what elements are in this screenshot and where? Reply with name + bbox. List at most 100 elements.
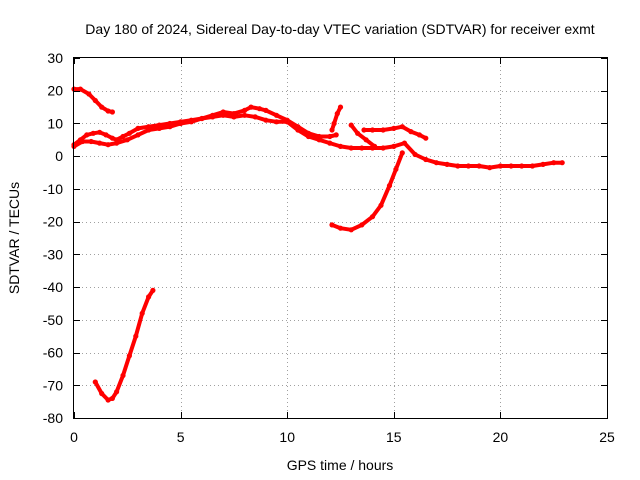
data-point: [423, 156, 429, 163]
data-point: [135, 125, 141, 131]
data-point: [333, 132, 339, 138]
data-point: [508, 163, 514, 169]
data-point: [359, 145, 365, 151]
data-point: [455, 163, 461, 169]
data-point: [178, 120, 184, 127]
data-point: [331, 120, 337, 127]
x-tick-label: 25: [599, 429, 615, 445]
data-point: [465, 163, 471, 169]
data-point: [146, 294, 152, 300]
data-point: [273, 119, 280, 125]
data-point: [295, 127, 301, 133]
y-tick-label: 30: [47, 50, 63, 66]
data-point: [386, 183, 393, 189]
data-point: [399, 150, 405, 156]
y-tick-label: -80: [43, 410, 63, 426]
data-point: [348, 145, 354, 151]
data-point: [393, 166, 399, 172]
x-tick-label: 5: [177, 429, 185, 445]
series-track-4: [330, 105, 343, 132]
data-point: [337, 143, 344, 149]
y-tick-label: 0: [55, 148, 63, 164]
data-point: [551, 160, 557, 166]
data-point: [305, 133, 312, 140]
data-point: [114, 140, 120, 146]
data-point: [273, 112, 280, 118]
data-point: [412, 151, 418, 158]
chart-title: Day 180 of 2024, Sidereal Day-to-day VTE…: [85, 21, 594, 37]
data-point: [90, 130, 96, 136]
data-point: [99, 104, 105, 110]
data-point: [126, 130, 132, 136]
data-point: [369, 214, 376, 220]
data-point: [210, 114, 216, 120]
y-axis-title: SDTVAR / TECUs: [6, 182, 22, 294]
data-point: [329, 127, 335, 133]
data-point: [84, 132, 90, 138]
data-point: [348, 122, 354, 128]
data-point: [77, 86, 83, 92]
data-point: [231, 114, 237, 120]
data-point: [559, 160, 565, 166]
y-tick-label: 10: [47, 115, 63, 131]
data-point: [109, 135, 115, 141]
data-point: [391, 125, 397, 131]
data-point: [433, 160, 439, 166]
data-point: [105, 142, 111, 148]
data-point: [540, 161, 546, 167]
data-point: [135, 132, 141, 138]
data-point: [150, 287, 156, 293]
data-point: [133, 333, 139, 339]
data-point: [88, 138, 94, 145]
data-point: [252, 114, 258, 120]
data-point: [408, 129, 414, 135]
data-point: [423, 135, 429, 141]
data-point: [487, 165, 493, 171]
data-point: [361, 127, 367, 133]
x-tick-labels: 0 5 10 15 20 25: [70, 429, 615, 445]
data-point: [126, 353, 132, 359]
data-point: [156, 125, 162, 131]
data-point: [348, 227, 354, 233]
data-point: [372, 143, 378, 149]
axis-ticks: [74, 58, 608, 419]
data-point: [519, 163, 525, 169]
data-point: [391, 143, 397, 149]
data-point: [337, 104, 344, 110]
y-tick-label: -40: [43, 279, 63, 295]
data-point: [256, 106, 263, 112]
data-point: [378, 202, 384, 208]
data-point: [329, 222, 335, 228]
data-point: [79, 138, 86, 145]
y-tick-label: -20: [43, 214, 63, 230]
data-point: [99, 390, 105, 397]
y-tick-label: 20: [47, 83, 63, 99]
data-point: [529, 163, 536, 169]
data-point: [355, 130, 361, 136]
data-point: [316, 137, 322, 143]
data-point: [401, 140, 408, 146]
data-point: [363, 137, 369, 143]
data-point: [120, 372, 126, 379]
data-point: [92, 97, 98, 104]
data-point: [109, 395, 115, 401]
series-track-6: [349, 123, 377, 149]
data-point: [497, 163, 503, 169]
data-point: [105, 108, 111, 114]
data-point: [97, 140, 103, 146]
data-point: [242, 107, 248, 113]
data-series: [71, 86, 565, 403]
data-point: [476, 163, 482, 169]
y-tick-labels: -80 -70 -60 -50 -40 -30 -20 -10 0 10 20 30: [43, 50, 63, 426]
x-axis-title: GPS time / hours: [287, 457, 394, 473]
data-point: [369, 127, 376, 133]
data-point: [120, 133, 126, 140]
data-point: [399, 124, 405, 130]
y-tick-label: -50: [43, 312, 63, 328]
data-point: [92, 379, 98, 385]
data-point: [114, 389, 120, 395]
data-point: [139, 310, 145, 316]
data-point: [97, 129, 103, 135]
data-point: [327, 140, 333, 146]
